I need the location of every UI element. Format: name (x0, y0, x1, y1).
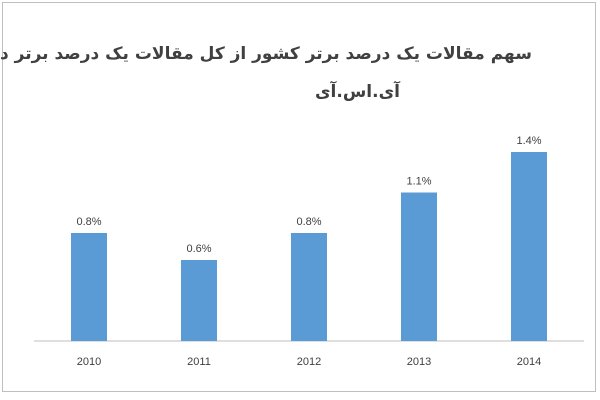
bars-group: 0.8% 2010 0.6% 2011 0.8% 2012 1.1% 2013 1.4% 2014 (71, 135, 547, 368)
x-tick-2013: 2013 (407, 356, 431, 368)
bar-2012 (291, 233, 327, 341)
data-label-2012: 0.8% (296, 216, 321, 228)
bar-2013 (401, 192, 437, 341)
data-label-2010: 0.8% (76, 216, 101, 228)
bar-2010 (71, 233, 107, 341)
chart-title: سهم مقالات یک درصد برتر کشور از کل مقالا… (0, 44, 532, 64)
x-tick-2010: 2010 (77, 356, 101, 368)
data-label-2014: 1.4% (516, 135, 541, 147)
data-label-2013: 1.1% (406, 176, 431, 188)
data-label-2011: 0.6% (186, 243, 211, 255)
bar-2011 (181, 260, 217, 341)
x-tick-2011: 2011 (187, 356, 211, 368)
chart-subtitle: آی.اس.آی (314, 82, 400, 102)
bar-2014 (511, 152, 547, 341)
x-tick-2012: 2012 (297, 356, 321, 368)
x-tick-2014: 2014 (517, 356, 541, 368)
